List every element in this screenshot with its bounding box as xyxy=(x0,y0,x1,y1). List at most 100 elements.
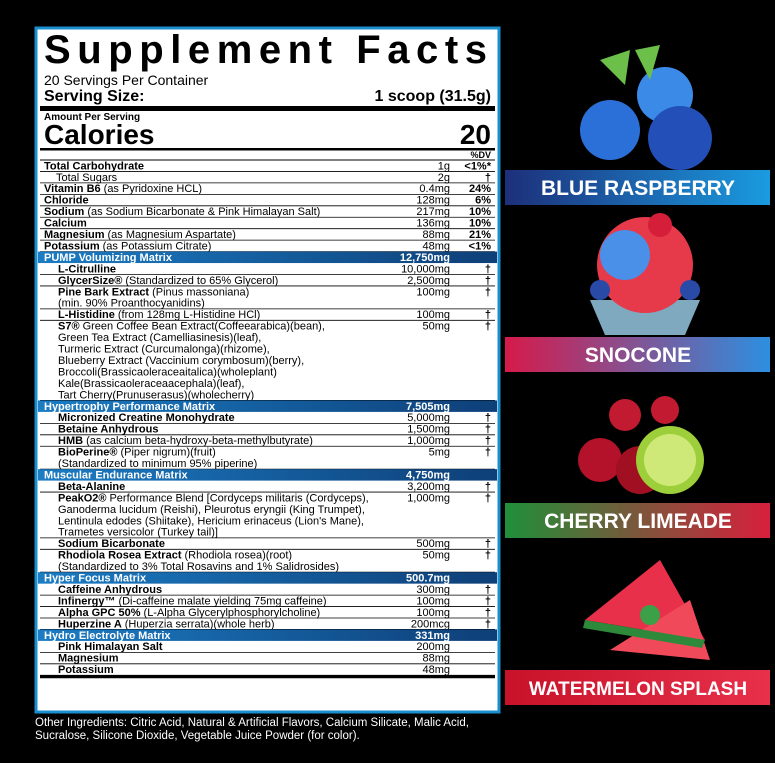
ingredient-name: Micronized Creatine Monohydrate xyxy=(58,412,235,424)
serving-size-label: Serving Size: xyxy=(44,88,144,105)
ingredient-name: Rhodiola Rosea Extract xyxy=(58,550,182,562)
flavor-name: BLUE RASPBERRY xyxy=(541,177,735,200)
ingredient-note: Green Coffee Bean Extract(Coffeearabica)… xyxy=(83,321,325,333)
daily-value: † xyxy=(485,584,491,596)
amount: 200mg xyxy=(416,641,450,653)
amount-per-serving: Amount Per Serving xyxy=(44,112,140,123)
daily-value: † xyxy=(485,550,491,562)
calories: 20 xyxy=(460,119,491,150)
daily-value: † xyxy=(485,618,491,630)
flavor-name: SNOCONE xyxy=(585,344,691,367)
matrix-header xyxy=(38,400,497,412)
cherry-limeade-image xyxy=(578,396,704,494)
amount: 217mg xyxy=(416,206,450,218)
daily-value: † xyxy=(485,538,491,550)
snocone-image xyxy=(590,213,700,335)
blue-raspberry-image xyxy=(580,45,712,170)
ingredient-note: (as Sodium Bicarbonate & Pink Himalayan … xyxy=(87,206,320,218)
matrix-amount: 4,750mg xyxy=(406,469,450,481)
label-panel xyxy=(34,26,501,714)
amount: 88mg xyxy=(422,653,450,665)
matrix-name: Muscular Endurance Matrix xyxy=(44,469,189,481)
ingredient-name: HMB xyxy=(58,435,83,447)
ingredient-note: Lentinula edodes (Shiitake), Hericium er… xyxy=(58,515,364,527)
flavor-name: WATERMELON SPLASH xyxy=(529,679,747,700)
ingredient-name: L-Citrulline xyxy=(58,263,116,275)
ingredient-name: Magnesium xyxy=(44,229,105,241)
ingredient-note: Trametes versicolor (Turkey tail)] xyxy=(58,527,218,539)
ingredient-name: Caffeine Anhydrous xyxy=(58,584,162,596)
ingredient-note: (Di-caffeine malate yielding 75mg caffei… xyxy=(118,595,326,607)
flavor-banner xyxy=(505,170,770,205)
matrix-name: Hyper Focus Matrix xyxy=(44,573,147,585)
matrix-header xyxy=(38,469,497,481)
ingredient-name: Chloride xyxy=(44,195,89,207)
amount: 128mg xyxy=(416,195,450,207)
ingredient-note: Performance Blend [Cordyceps militaris (… xyxy=(109,492,368,504)
amount: 1g xyxy=(438,160,450,172)
daily-value: † xyxy=(485,481,491,493)
daily-value: † xyxy=(485,412,491,424)
matrix-amount: 500.7mg xyxy=(406,573,450,585)
matrix-name: PUMP Volumizing Matrix xyxy=(44,252,173,264)
daily-value: 6% xyxy=(475,195,491,207)
daily-value: † xyxy=(485,309,491,321)
matrix-amount: 12,750mg xyxy=(400,252,450,264)
ingredient-name: L-Histidine xyxy=(58,309,115,321)
ingredient-note: (Standardized to 65% Glycerol) xyxy=(125,275,278,287)
amount: 1,000mg xyxy=(407,492,450,504)
amount: 1,500mg xyxy=(407,424,450,436)
ingredient-name: Infinergy™ xyxy=(58,595,115,607)
ingredient-note: (Huperzia serrata)(whole herb) xyxy=(125,618,275,630)
amount: 50mg xyxy=(422,550,450,562)
amount: 0.4mg xyxy=(419,183,450,195)
daily-value: 10% xyxy=(469,218,491,230)
amount: 100mg xyxy=(416,595,450,607)
ingredient-note: (Standardized to minimum 95% piperine) xyxy=(58,458,257,470)
amount: 48mg xyxy=(422,664,450,676)
daily-value: † xyxy=(485,321,491,333)
ingredient-note: (min. 90% Proanthocyanidins) xyxy=(58,298,205,310)
ingredient-note: (as Pyridoxine HCL) xyxy=(104,183,202,195)
flavor-banner xyxy=(505,337,770,372)
amount: 48mg xyxy=(422,240,450,252)
ingredient-name: Beta-Alanine xyxy=(58,481,125,493)
ingredient-name: Vitamin B6 xyxy=(44,183,101,195)
flavor-banner xyxy=(505,503,770,538)
ingredient-note: (L-Alpha Glycerylphosphorylcholine) xyxy=(144,607,321,619)
amount: 3,200mg xyxy=(407,481,450,493)
matrix-name: Hypertrophy Performance Matrix xyxy=(44,401,216,413)
daily-value: 21% xyxy=(469,229,491,241)
ingredient-name: GlycerSize® xyxy=(58,275,122,287)
amount: 2g xyxy=(438,172,450,184)
daily-value: † xyxy=(485,595,491,607)
servings: 20 Servings Per Container xyxy=(44,72,209,88)
ingredient-name: Total Sugars xyxy=(56,172,118,184)
ingredient-note: (Rhodiola rosea)(root) xyxy=(184,550,292,562)
daily-value: † xyxy=(485,492,491,504)
ingredient-note: Green Tea Extract (Camelliasinesis)(leaf… xyxy=(58,332,261,344)
matrix-amount: 7,505mg xyxy=(406,401,450,413)
amount: 100mg xyxy=(416,607,450,619)
ingredient-name: Potassium xyxy=(58,664,114,676)
daily-value: † xyxy=(485,424,491,436)
amount: 300mg xyxy=(416,584,450,596)
ingredient-note: Blueberry Extract (Vaccinium corymbosum)… xyxy=(58,355,304,367)
ingredient-note: (from 128mg L-Histidine HCl) xyxy=(118,309,260,321)
calories-label: Calories xyxy=(44,119,155,150)
other-ingredients: Other Ingredients: Citric Acid, Natural … xyxy=(35,717,469,729)
dv-header: %DV xyxy=(470,150,491,160)
matrix-header xyxy=(38,629,497,641)
flavor-name: CHERRY LIMEADE xyxy=(544,510,732,533)
ingredient-name: Magnesium xyxy=(58,653,119,665)
daily-value: † xyxy=(485,263,491,275)
ingredient-note: (Standardized to 3% Total Rosavins and 1… xyxy=(58,561,339,573)
daily-value: † xyxy=(485,286,491,298)
amount: 100mg xyxy=(416,309,450,321)
ingredient-note: Turmeric Extract (Curcumalonga)(rhizome)… xyxy=(58,344,270,356)
amount: 100mg xyxy=(416,286,450,298)
ingredient-note: (Pinus massoniana) xyxy=(152,286,249,298)
ingredient-note: Ganoderma lucidum (Reishi), Pleurotus er… xyxy=(58,504,365,516)
ingredient-note: (Piper nigrum)(fruit) xyxy=(120,447,215,459)
